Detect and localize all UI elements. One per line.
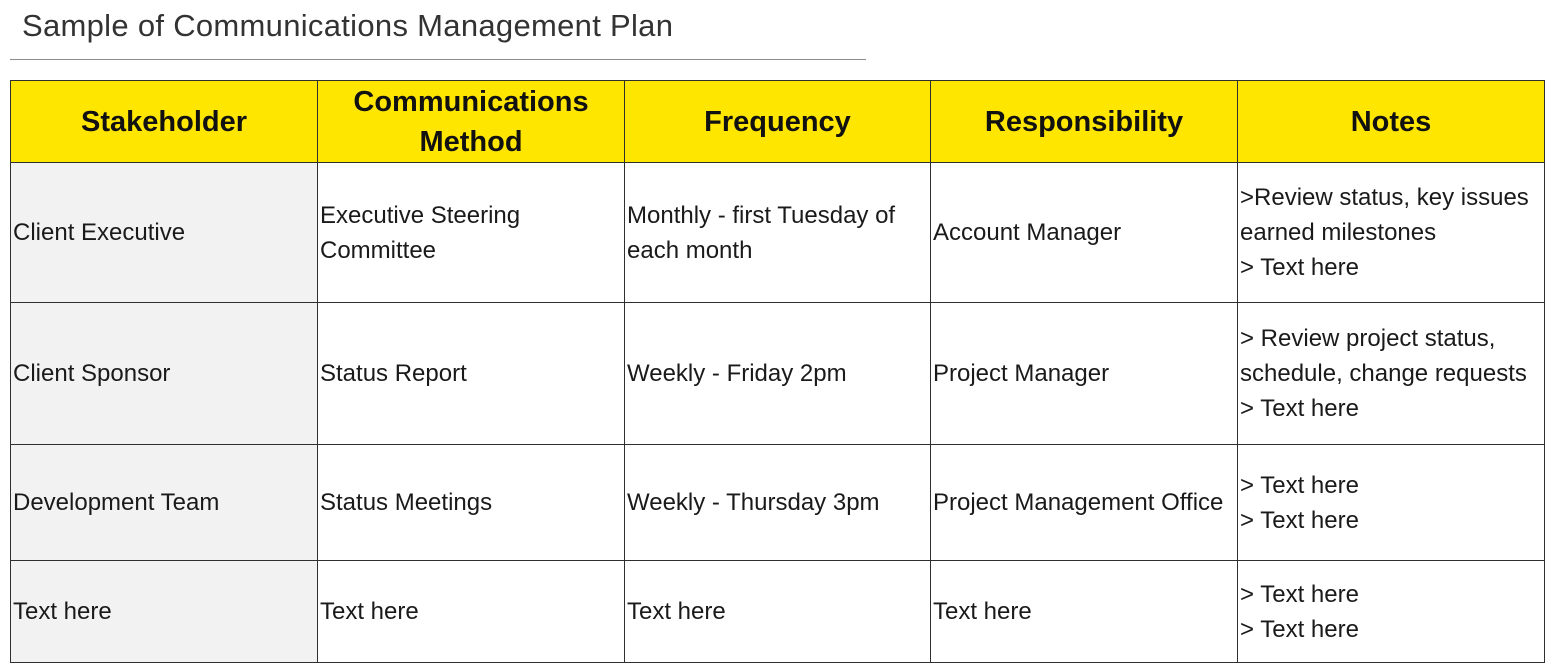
stakeholder-cell: Client Executive [10,162,318,303]
frequency-cell: Text here [624,560,931,663]
method-cell: Text here [317,560,625,663]
column-header-responsibility: Responsibility [930,80,1238,163]
responsibility-cell: Project Manager [930,302,1238,445]
communications-plan-table: Stakeholder Communications Method Freque… [10,80,1545,663]
table-row: Development Team Status Meetings Weekly … [10,444,1545,561]
responsibility-cell: Text here [930,560,1238,663]
frequency-cell: Weekly - Thursday 3pm [624,444,931,561]
stakeholder-cell: Development Team [10,444,318,561]
column-header-frequency: Frequency [624,80,931,163]
table-row: Client Executive Executive Steering Comm… [10,162,1545,303]
table-row: Client Sponsor Status Report Weekly - Fr… [10,302,1545,445]
responsibility-cell: Project Management Office [930,444,1238,561]
title-divider [10,59,866,60]
note-line: >Review status, key issues earned milest… [1240,184,1529,246]
table-header: Stakeholder Communications Method Freque… [10,80,1545,163]
notes-cell: >Review status, key issues earned milest… [1237,162,1545,303]
note-line: > Text here [1240,254,1359,281]
notes-cell: > Review project status, schedule, chang… [1237,302,1545,445]
notes-cell: > Text here > Text here [1237,560,1545,663]
column-header-stakeholder: Stakeholder [10,80,318,163]
column-header-communications-method: Communications Method [317,80,625,163]
method-cell: Status Meetings [317,444,625,561]
note-line: > Review project status, schedule, chang… [1240,325,1527,387]
note-line: > Text here [1240,506,1359,534]
table-row: Text here Text here Text here Text here … [10,560,1545,663]
frequency-cell: Weekly - Friday 2pm [624,302,931,445]
header-row: Stakeholder Communications Method Freque… [10,80,1545,163]
note-line: > Text here [1240,615,1359,643]
responsibility-cell: Account Manager [930,162,1238,303]
frequency-cell: Monthly - first Tuesday of each month [624,162,931,303]
stakeholder-cell: Client Sponsor [10,302,318,445]
note-line: > Text here [1240,580,1359,608]
column-header-notes: Notes [1237,80,1545,163]
note-line: > Text here [1240,395,1359,422]
notes-cell: > Text here > Text here [1237,444,1545,561]
stakeholder-cell: Text here [10,560,318,663]
method-cell: Executive Steering Committee [317,162,625,303]
note-line: > Text here [1240,471,1359,499]
method-cell: Status Report [317,302,625,445]
page-title: Sample of Communications Management Plan [22,8,674,43]
table-body: Client Executive Executive Steering Comm… [10,162,1545,663]
